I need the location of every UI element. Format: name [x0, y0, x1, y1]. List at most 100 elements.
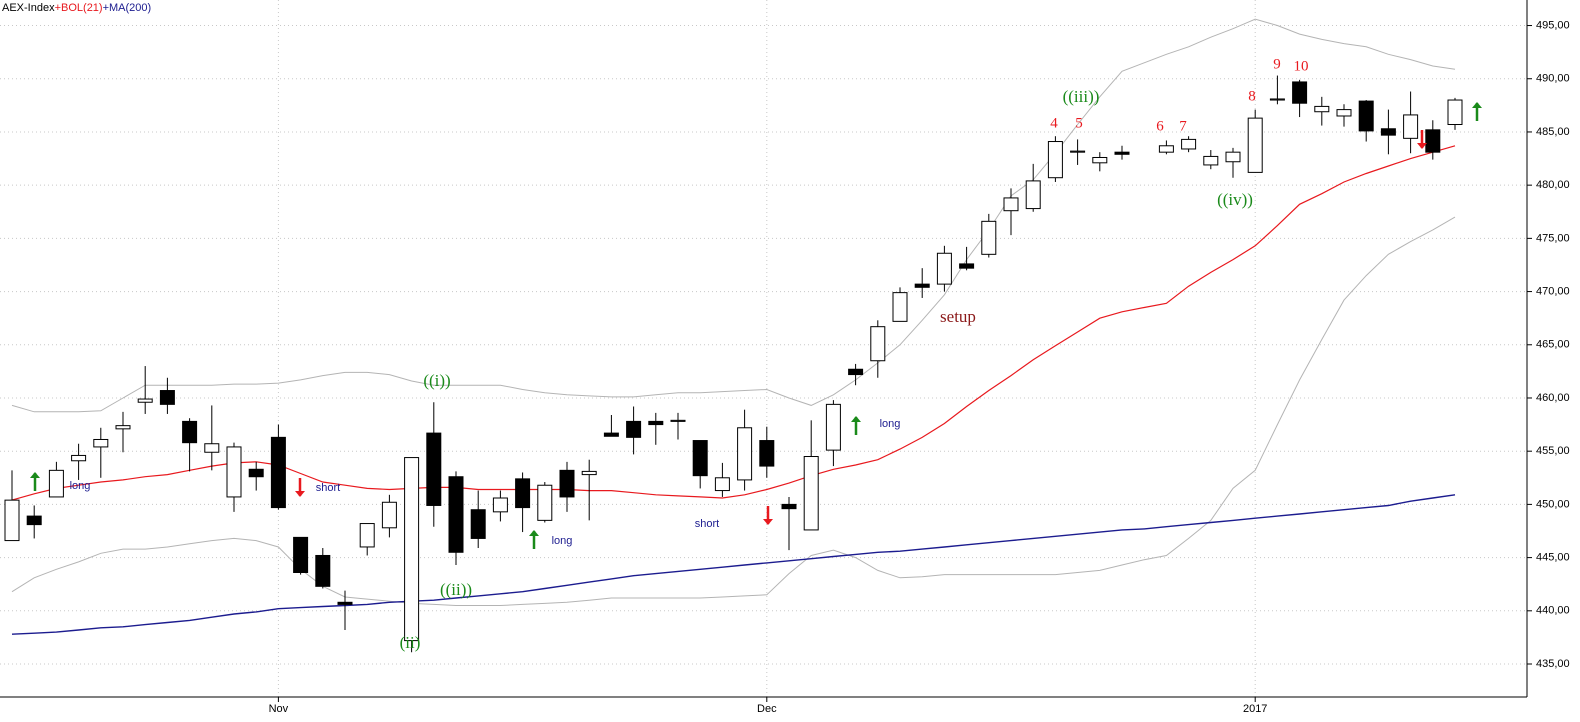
candle-body — [1114, 151, 1130, 155]
candle-body — [1047, 141, 1063, 179]
candle-body — [870, 326, 886, 362]
candle-body — [559, 469, 575, 498]
annotation: ((iii)) — [1063, 87, 1100, 106]
candle-body — [204, 443, 220, 453]
bollinger-lower — [11, 216, 1456, 606]
signal-arrow-head — [1472, 102, 1482, 108]
signal-arrow-head — [529, 530, 539, 536]
candle-body — [581, 470, 597, 476]
candle-body — [48, 469, 64, 498]
candle-body — [1181, 138, 1197, 150]
candle-body — [1403, 114, 1419, 139]
candle-body — [137, 398, 153, 403]
annotation: 6 — [1156, 118, 1164, 134]
candle-body — [1269, 98, 1285, 101]
candle-body — [892, 292, 908, 322]
bollinger-upper — [11, 18, 1456, 413]
annotation: long — [552, 535, 573, 547]
candle-body — [1092, 156, 1108, 164]
annotation: setup — [940, 307, 976, 326]
candle-body — [1003, 197, 1019, 212]
candle-body — [603, 432, 619, 437]
y-tick-label: 495,00 — [1536, 19, 1570, 31]
y-tick-label: 470,00 — [1536, 285, 1570, 297]
candle-body — [381, 501, 397, 529]
lines — [11, 18, 1456, 635]
candle-body — [71, 454, 87, 462]
candle-body — [1070, 150, 1086, 153]
signal-arrow-head — [295, 491, 305, 497]
candle-body — [26, 515, 42, 526]
y-tick-label: 455,00 — [1536, 445, 1570, 457]
y-tick-label: 445,00 — [1536, 552, 1570, 564]
y-tick-label: 460,00 — [1536, 392, 1570, 404]
title: AEX-Index — [2, 2, 55, 14]
annotation: short — [316, 482, 340, 494]
candle-body — [959, 263, 975, 269]
candle-body — [248, 468, 264, 478]
y-tick-label: 440,00 — [1536, 605, 1570, 617]
grid — [0, 0, 1527, 697]
legend-ma: +MA(200) — [103, 2, 152, 14]
candle-body — [4, 499, 20, 542]
y-tick-label: 465,00 — [1536, 339, 1570, 351]
y-tick-label: 475,00 — [1536, 232, 1570, 244]
annotations: long short short long long ((i)) ((ii)) (ii) ((i… — [30, 56, 1482, 652]
candle-body — [1336, 109, 1352, 117]
annotation: ((i)) — [423, 371, 450, 390]
candle-body — [426, 432, 442, 506]
chart-title: AEX-Index+BOL(21)+MA(200) — [2, 2, 151, 14]
y-tick-label: 450,00 — [1536, 498, 1570, 510]
candle-body — [825, 403, 841, 451]
bollinger-middle — [11, 145, 1456, 501]
signal-arrow-head — [30, 472, 40, 478]
candle-body — [1314, 105, 1330, 113]
candle-body — [1158, 145, 1174, 153]
candle-body — [448, 476, 464, 553]
candle-body — [1380, 128, 1396, 136]
candle-body — [182, 420, 198, 444]
candle-body — [515, 478, 531, 509]
annotation: ((iv)) — [1217, 190, 1253, 209]
annotation: (ii) — [400, 633, 421, 652]
signal-arrow-head — [1417, 143, 1427, 149]
candle-body — [337, 601, 353, 605]
candle-body — [1203, 155, 1219, 166]
y-tick-label: 490,00 — [1536, 73, 1570, 85]
candle-body — [470, 509, 486, 539]
annotation: ((ii)) — [440, 580, 472, 599]
candle-body — [1225, 151, 1241, 163]
candle-body — [226, 446, 242, 498]
candle-body — [759, 440, 775, 467]
annotation: 4 — [1050, 115, 1058, 131]
annotation: 10 — [1294, 58, 1309, 74]
candle-body — [692, 440, 708, 477]
candle-body — [914, 283, 930, 288]
annotation: long — [880, 418, 901, 430]
candle-body — [315, 554, 331, 587]
candle-body — [404, 457, 420, 642]
ma-line — [11, 494, 1456, 635]
candle-body — [1425, 129, 1441, 153]
candle-body — [714, 477, 730, 492]
candle-body — [359, 523, 375, 548]
candle-body — [159, 390, 175, 405]
candle-body — [1025, 180, 1041, 210]
y-tick-label: 480,00 — [1536, 179, 1570, 191]
candle-body — [1358, 100, 1374, 132]
candle-body — [492, 497, 508, 513]
candle-body — [737, 427, 753, 481]
candle-body — [270, 436, 286, 509]
candle-body — [781, 503, 797, 510]
candle-body — [848, 368, 864, 376]
candle-body — [537, 484, 553, 521]
y-tick-label: 435,00 — [1536, 658, 1570, 670]
candle-body — [803, 456, 819, 531]
candle-body — [936, 252, 952, 285]
x-tick-label: 2017 — [1243, 703, 1267, 715]
candles — [4, 75, 1463, 653]
candle-body — [648, 420, 664, 426]
annotation: short — [695, 518, 719, 530]
